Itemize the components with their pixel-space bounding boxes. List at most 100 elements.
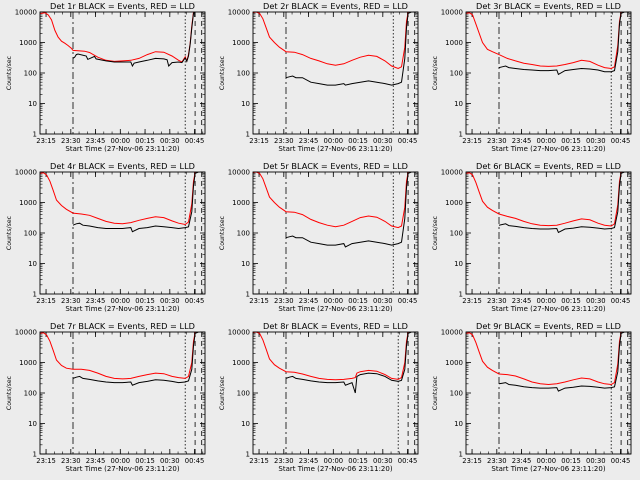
x-tick-label: 23:15 [462,137,482,145]
y-tick-label: 1 [246,131,250,139]
plot-area [253,172,418,294]
plot-area [253,332,418,454]
plot-area [253,12,418,134]
x-tick-label: 23:45 [86,297,106,305]
x-tick-label: 00:15 [135,137,155,145]
x-axis-label: Start Time (27-Nov-06 23:11:20) [65,145,179,153]
x-tick-label: 00:45 [398,137,418,145]
x-tick-label: 23:45 [86,137,106,145]
x-tick-label: 00:15 [348,297,368,305]
y-tick-label: 10000 [228,329,250,337]
x-axis-label: Start Time (27-Nov-06 23:11:20) [278,145,392,153]
y-tick-label: 10 [241,260,250,268]
y-axis-label: Counts/sec [6,215,13,250]
x-axis-label: Start Time (27-Nov-06 23:11:20) [491,145,605,153]
y-tick-label: 1 [459,451,463,459]
y-tick-label: 10000 [228,9,250,17]
x-tick-label: 23:45 [512,137,532,145]
y-tick-label: 10000 [441,169,463,177]
y-tick-label: 10000 [228,169,250,177]
y-tick-label: 1 [246,291,250,299]
y-axis-label: Counts/sec [6,375,13,410]
x-tick-label: 23:15 [36,457,56,465]
chart-title: Det 6r BLACK = Events, RED = LLD [476,161,621,171]
x-tick-label: 00:30 [373,457,393,465]
y-axis-label: Counts/sec [219,55,226,90]
plot-frame [465,171,632,295]
y-tick-label: 100 [237,70,250,78]
x-tick-label: 23:15 [36,297,56,305]
x-axis-label: Start Time (27-Nov-06 23:11:20) [65,305,179,313]
y-tick-label: 1 [459,291,463,299]
y-tick-label: 1000 [232,359,250,367]
x-tick-label: 00:00 [324,297,344,305]
y-tick-label: 100 [450,70,463,78]
y-tick-label: 1000 [19,39,37,47]
x-tick-label: 23:45 [86,457,106,465]
series-line-events [72,172,205,233]
x-tick-label: 00:30 [160,137,180,145]
plot-frame [39,331,206,455]
plot-area [466,12,631,134]
x-axis-label: Start Time (27-Nov-06 23:11:20) [491,305,605,313]
x-tick-label: 00:00 [537,297,557,305]
x-tick-label: 23:30 [61,457,81,465]
x-axis-label: Start Time (27-Nov-06 23:11:20) [278,465,392,473]
y-tick-label: 10 [28,100,37,108]
x-tick-label: 23:45 [299,457,319,465]
x-tick-label: 00:30 [586,297,606,305]
x-tick-label: 00:45 [185,457,205,465]
y-tick-label: 10000 [15,329,37,337]
chart-title: Det 4r BLACK = Events, RED = LLD [50,161,195,171]
y-tick-label: 1000 [232,199,250,207]
x-tick-label: 00:15 [135,457,155,465]
y-tick-label: 100 [24,390,37,398]
x-tick-label: 00:45 [398,457,418,465]
x-tick-label: 00:00 [111,457,131,465]
y-tick-label: 100 [24,70,37,78]
x-tick-label: 00:45 [398,297,418,305]
y-tick-label: 100 [237,230,250,238]
x-tick-label: 00:45 [611,457,631,465]
series-line-lld [253,12,410,70]
x-tick-label: 00:00 [324,137,344,145]
x-tick-label: 23:15 [36,137,56,145]
y-axis-label: Counts/sec [219,375,226,410]
chart-panel-9: Det 9r BLACK = Events, RED = LLD Counts/s… [432,321,632,473]
chart-title: Det 5r BLACK = Events, RED = LLD [263,161,408,171]
y-tick-label: 10000 [441,329,463,337]
x-tick-label: 23:30 [274,297,294,305]
plot-frame [39,171,206,295]
y-tick-label: 1000 [232,39,250,47]
x-tick-label: 00:15 [561,457,581,465]
plot-frame [252,331,419,455]
y-tick-label: 1000 [19,199,37,207]
chart-panel-1: Det 1r BLACK = Events, RED = LLD Counts/s… [6,1,206,153]
x-tick-label: 00:30 [586,457,606,465]
x-tick-label: 23:15 [249,297,269,305]
chart-panel-2: Det 2r BLACK = Events, RED = LLD Counts/s… [219,1,419,153]
plot-frame [465,331,632,455]
plot-area [466,332,631,454]
y-tick-label: 1 [33,291,37,299]
plot-area [466,172,631,294]
x-tick-label: 00:15 [348,137,368,145]
chart-title: Det 9r BLACK = Events, RED = LLD [476,321,621,331]
y-axis-label: Counts/sec [432,55,439,90]
x-tick-label: 00:30 [373,297,393,305]
series-line-events [498,12,631,76]
x-tick-label: 23:30 [274,457,294,465]
x-tick-label: 23:45 [299,137,319,145]
y-axis-label: Counts/sec [6,55,13,90]
x-tick-label: 00:00 [111,137,131,145]
x-axis-label: Start Time (27-Nov-06 23:11:20) [278,305,392,313]
x-tick-label: 23:45 [512,297,532,305]
chart-title: Det 3r BLACK = Events, RED = LLD [476,1,621,11]
x-tick-label: 00:30 [160,457,180,465]
series-line-events [285,12,418,86]
series-line-events [498,172,631,234]
plot-frame [39,11,206,135]
x-tick-label: 23:45 [512,457,532,465]
x-tick-label: 00:15 [135,297,155,305]
